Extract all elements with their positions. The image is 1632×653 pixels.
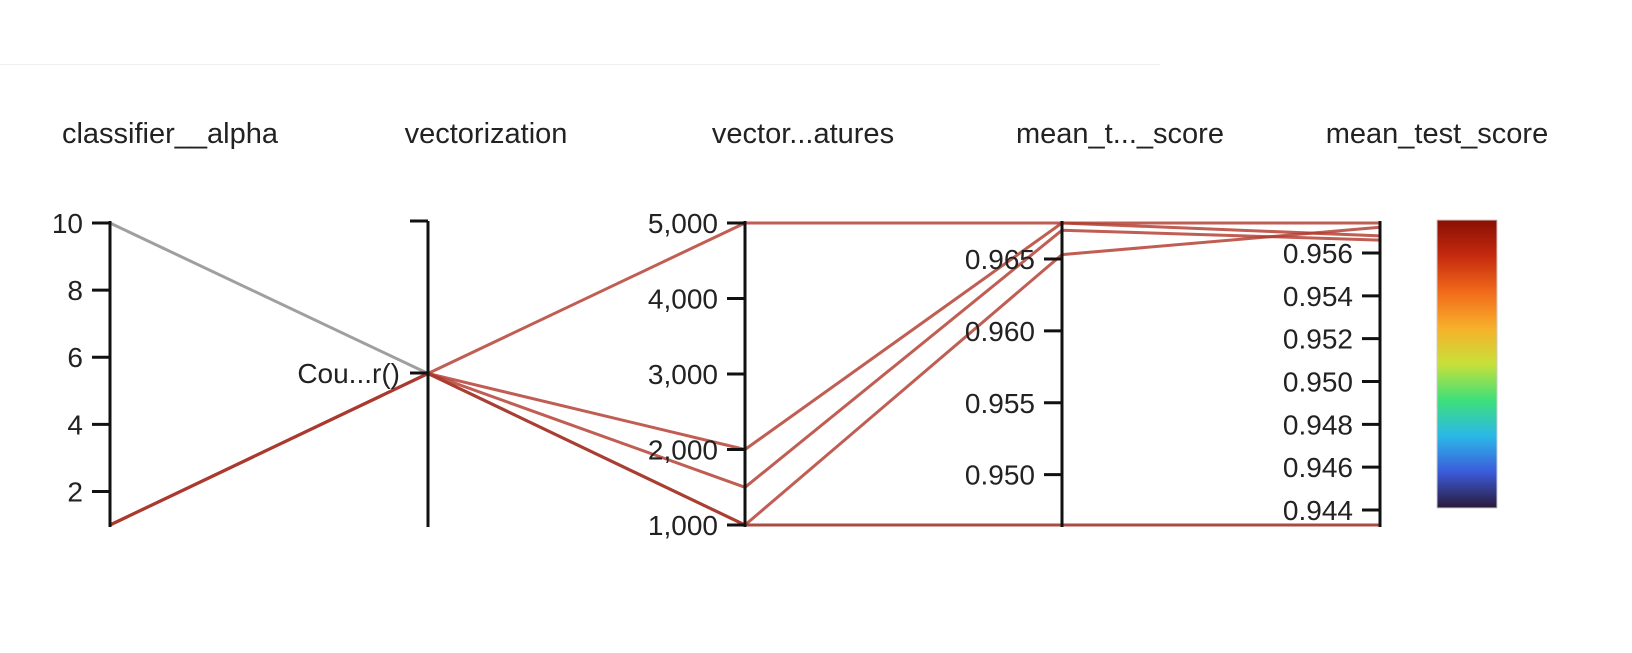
- axes-layer: classifier__alpha 10 8 6 4 2 vectorization Cou.…: [52, 118, 1548, 541]
- axis-mean_train_score[interactable]: mean_t..._score 0.965 0.960 0.955 0.950: [965, 118, 1224, 527]
- colorbar: [1436, 219, 1498, 509]
- tick-label: 0.952: [1283, 324, 1353, 355]
- tick-label: 0.946: [1283, 452, 1353, 483]
- axis-title-vectorization: vectorization: [405, 118, 568, 150]
- tick-label: 0.965: [965, 244, 1035, 275]
- lines-layer: [109, 221, 1381, 527]
- tick-label: 0.955: [965, 388, 1035, 419]
- tick-label: 0.944: [1283, 495, 1353, 526]
- tick-label: 3,000: [648, 359, 718, 390]
- tick-label: 5,000: [648, 208, 718, 239]
- axis-vectorization__max_features[interactable]: vector...atures 5,000 4,000 3,000 2,000 1,000: [648, 118, 894, 541]
- tick-label: 0.950: [1283, 366, 1353, 397]
- axis-title-mean_train_score: mean_t..._score: [1016, 118, 1224, 150]
- tick-label: 4,000: [648, 284, 718, 315]
- tick-label: 10: [52, 208, 83, 239]
- axis-title-vectorization__max_features: vector...atures: [712, 118, 894, 150]
- tick-label: 8: [67, 275, 83, 306]
- colorbar-gradient: [1436, 219, 1498, 509]
- tick-label: 0.960: [965, 316, 1035, 347]
- tick-label: 1,000: [648, 510, 718, 541]
- tick-label: 0.956: [1283, 238, 1353, 269]
- tick-label: 0.954: [1283, 281, 1353, 312]
- tick-label: Cou...r(): [297, 358, 400, 389]
- tick-label: 6: [67, 342, 83, 373]
- axis-title-classifier__alpha: classifier__alpha: [62, 118, 279, 150]
- tick-label: 2: [67, 476, 83, 507]
- tick-label: 0.948: [1283, 409, 1353, 440]
- tick-label: 0.950: [965, 460, 1035, 491]
- tick-label: 2,000: [648, 435, 718, 466]
- axis-vectorization[interactable]: vectorization Cou...r(): [297, 118, 567, 527]
- axis-mean_test_score[interactable]: mean_test_score 0.956 0.954 0.952 0.950 0.948…: [1283, 118, 1548, 527]
- tick-label: 4: [67, 409, 83, 440]
- axis-classifier__alpha[interactable]: classifier__alpha 10 8 6 4 2: [52, 118, 279, 527]
- top-divider: [0, 64, 1160, 65]
- axis-title-mean_test_score: mean_test_score: [1326, 118, 1548, 150]
